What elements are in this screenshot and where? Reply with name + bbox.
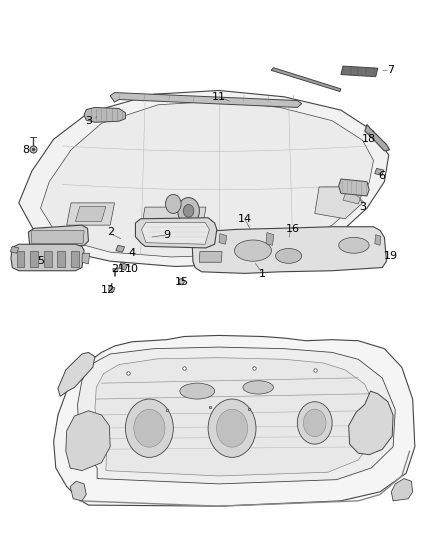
Circle shape <box>304 409 326 437</box>
Polygon shape <box>339 179 369 196</box>
Text: 10: 10 <box>125 264 139 274</box>
Polygon shape <box>110 93 302 108</box>
Text: 12: 12 <box>101 285 115 295</box>
Polygon shape <box>266 232 274 245</box>
Text: 3: 3 <box>359 202 366 212</box>
Polygon shape <box>192 227 387 273</box>
Polygon shape <box>375 235 381 245</box>
Polygon shape <box>365 124 390 151</box>
Text: 21: 21 <box>111 264 125 274</box>
Ellipse shape <box>234 240 272 261</box>
Polygon shape <box>84 108 125 122</box>
Text: 2: 2 <box>106 227 114 237</box>
Text: 8: 8 <box>22 145 29 155</box>
Polygon shape <box>78 347 395 484</box>
Text: 9: 9 <box>163 230 170 240</box>
Polygon shape <box>271 68 341 92</box>
Polygon shape <box>19 91 389 266</box>
Circle shape <box>134 409 165 447</box>
Polygon shape <box>375 168 384 175</box>
Polygon shape <box>349 391 393 455</box>
Circle shape <box>208 399 256 457</box>
Polygon shape <box>95 358 375 476</box>
Polygon shape <box>44 251 52 266</box>
Polygon shape <box>135 217 217 248</box>
Ellipse shape <box>339 237 369 253</box>
Circle shape <box>297 402 332 444</box>
Text: 19: 19 <box>384 251 398 261</box>
Polygon shape <box>113 269 118 272</box>
Polygon shape <box>10 246 19 253</box>
Text: 7: 7 <box>387 66 395 75</box>
Text: 3: 3 <box>85 116 92 126</box>
Text: 14: 14 <box>238 214 252 224</box>
Polygon shape <box>109 286 115 292</box>
Polygon shape <box>391 479 413 501</box>
Circle shape <box>125 399 173 457</box>
Polygon shape <box>141 207 206 232</box>
Polygon shape <box>119 262 127 270</box>
Polygon shape <box>28 225 88 248</box>
Polygon shape <box>66 411 110 471</box>
Ellipse shape <box>276 248 302 263</box>
Polygon shape <box>199 252 222 262</box>
Polygon shape <box>343 188 363 204</box>
Text: 11: 11 <box>212 92 226 102</box>
Polygon shape <box>315 187 363 219</box>
Polygon shape <box>17 251 25 266</box>
Polygon shape <box>30 251 38 266</box>
Circle shape <box>184 205 194 217</box>
Circle shape <box>216 409 247 447</box>
Text: 6: 6 <box>379 172 386 181</box>
Polygon shape <box>219 233 227 244</box>
Polygon shape <box>82 253 90 264</box>
Polygon shape <box>71 251 79 266</box>
Polygon shape <box>41 101 374 257</box>
Circle shape <box>178 198 199 224</box>
Polygon shape <box>58 352 95 397</box>
Polygon shape <box>141 222 209 244</box>
Polygon shape <box>67 203 115 225</box>
Ellipse shape <box>243 381 273 394</box>
Text: 15: 15 <box>175 277 189 287</box>
Text: 18: 18 <box>362 134 376 144</box>
Polygon shape <box>75 207 106 221</box>
Polygon shape <box>116 245 124 252</box>
Polygon shape <box>53 335 415 506</box>
Text: 1: 1 <box>259 270 266 279</box>
Ellipse shape <box>180 383 215 399</box>
Text: 4: 4 <box>128 248 135 259</box>
Text: 5: 5 <box>37 256 44 266</box>
Polygon shape <box>31 230 84 244</box>
Polygon shape <box>70 481 86 501</box>
Text: 16: 16 <box>286 224 300 235</box>
Polygon shape <box>57 251 65 266</box>
Circle shape <box>166 195 181 214</box>
Polygon shape <box>341 66 378 77</box>
Polygon shape <box>11 244 84 271</box>
